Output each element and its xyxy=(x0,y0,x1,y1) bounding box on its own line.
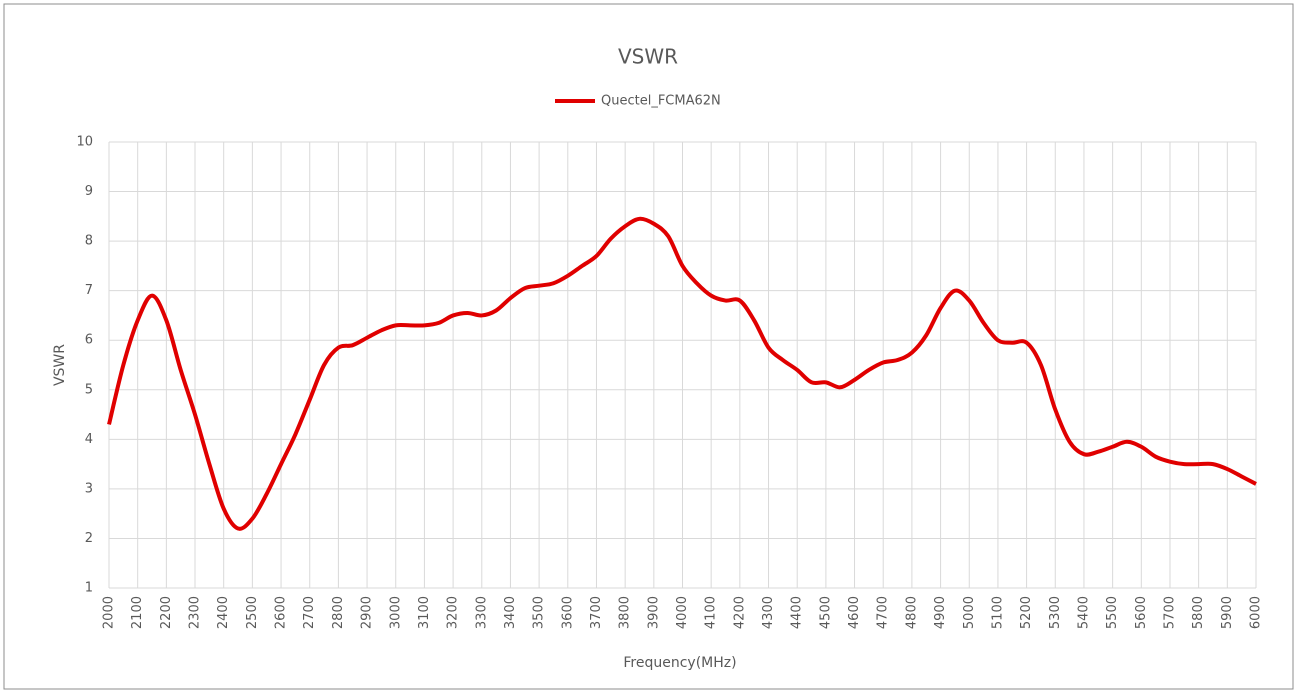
x-tick-label: 2200 xyxy=(159,596,174,629)
y-tick-label: 4 xyxy=(85,432,93,447)
x-tick-label: 2700 xyxy=(302,596,317,629)
x-tick-label: 3400 xyxy=(503,596,518,629)
x-tick-label: 4600 xyxy=(847,596,862,629)
y-tick-label: 5 xyxy=(85,382,93,397)
x-tick-label: 4300 xyxy=(761,596,776,629)
x-tick-label: 3500 xyxy=(532,596,547,629)
y-tick-label: 6 xyxy=(85,333,93,348)
x-tick-label: 3800 xyxy=(618,596,633,629)
x-tick-label: 5000 xyxy=(962,596,977,629)
y-tick-label: 10 xyxy=(76,135,93,150)
x-tick-label: 4800 xyxy=(904,596,919,629)
x-tick-label: 4700 xyxy=(876,596,891,629)
y-tick-label: 2 xyxy=(85,531,93,546)
chart-title: VSWR xyxy=(618,45,678,69)
x-tick-label: 3300 xyxy=(474,596,489,629)
x-tick-label: 5400 xyxy=(1076,596,1091,629)
chart-frame xyxy=(3,3,1294,690)
x-tick-label: 2000 xyxy=(102,596,117,629)
x-tick-label: 3600 xyxy=(560,596,575,629)
x-tick-label: 5200 xyxy=(1019,596,1034,629)
x-tick-label: 5800 xyxy=(1191,596,1206,629)
x-tick-label: 3200 xyxy=(446,596,461,629)
x-tick-label: 4200 xyxy=(732,596,747,629)
y-tick-label: 1 xyxy=(85,581,93,596)
x-tick-label: 2800 xyxy=(331,596,346,629)
x-tick-label: 5100 xyxy=(990,596,1005,629)
x-tick-label: 2500 xyxy=(245,596,260,629)
x-tick-label: 3100 xyxy=(417,596,432,629)
x-tick-label: 4000 xyxy=(675,596,690,629)
x-tick-label: 5300 xyxy=(1048,596,1063,629)
x-tick-label: 2100 xyxy=(130,596,145,629)
y-axis-label: VSWR xyxy=(52,344,68,386)
x-tick-label: 4400 xyxy=(790,596,805,629)
x-tick-label: 2600 xyxy=(274,596,289,629)
x-tick-label: 2900 xyxy=(360,596,375,629)
y-tick-label: 3 xyxy=(85,481,93,496)
x-tick-label: 3000 xyxy=(388,596,403,629)
x-tick-label: 3900 xyxy=(646,596,661,629)
x-tick-label: 3700 xyxy=(589,596,604,629)
x-tick-label: 2300 xyxy=(188,596,203,629)
x-tick-label: 5900 xyxy=(1220,596,1235,629)
x-axis-label: Frequency(MHz) xyxy=(623,655,736,671)
x-tick-label: 6000 xyxy=(1249,596,1264,629)
y-tick-label: 8 xyxy=(85,234,93,249)
legend-label: Quectel_FCMA62N xyxy=(601,94,721,109)
x-tick-label: 2400 xyxy=(216,596,231,629)
x-tick-label: 5600 xyxy=(1134,596,1149,629)
x-tick-label: 4100 xyxy=(704,596,719,629)
y-tick-label: 7 xyxy=(85,283,93,298)
series-line xyxy=(107,216,1257,531)
x-tick-label: 5500 xyxy=(1105,596,1120,629)
x-tick-label: 4500 xyxy=(818,596,833,629)
x-tick-label: 5700 xyxy=(1162,596,1177,629)
x-tick-label: 4900 xyxy=(933,596,948,629)
y-tick-label: 9 xyxy=(85,184,93,199)
